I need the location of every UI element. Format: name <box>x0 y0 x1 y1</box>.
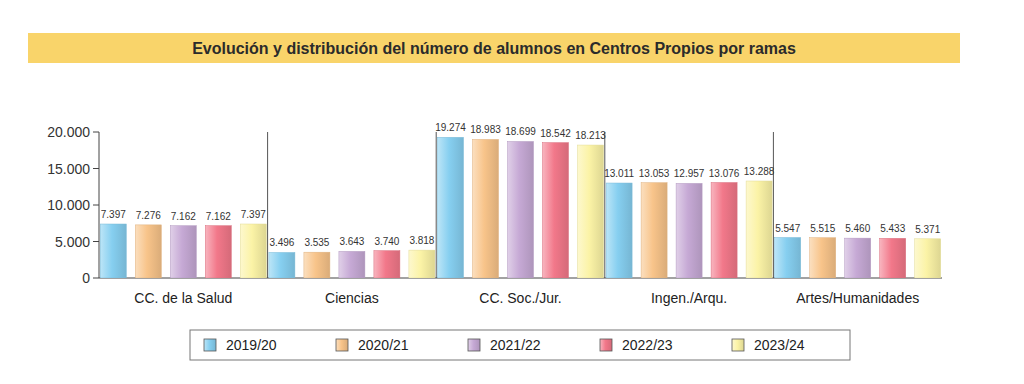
legend-label: 2019/20 <box>226 337 277 353</box>
bar <box>438 137 464 278</box>
legend-swatch <box>600 339 612 351</box>
data-label: 7.162 <box>171 211 196 222</box>
y-tick-label: 10.000 <box>47 197 90 213</box>
data-label: 7.162 <box>206 211 231 222</box>
legend-label: 2020/21 <box>358 337 409 353</box>
bar <box>269 252 295 278</box>
data-label: 7.397 <box>241 209 266 220</box>
category-separator <box>267 132 268 278</box>
legend-box <box>190 330 850 360</box>
y-tick <box>93 278 99 279</box>
bar <box>409 250 435 278</box>
y-tick-label: 15.000 <box>47 161 90 177</box>
bar <box>135 225 161 278</box>
category-separator <box>604 132 605 278</box>
category-separator <box>773 132 774 278</box>
bar <box>508 141 534 278</box>
category-separator <box>436 132 437 278</box>
data-label: 19.274 <box>435 122 466 133</box>
data-label: 5.515 <box>810 223 835 234</box>
y-tick <box>93 132 99 133</box>
data-label: 3.740 <box>374 236 399 247</box>
bar <box>205 226 231 278</box>
data-label: 13.011 <box>604 168 634 179</box>
chart-title: Evolución y distribución del número de a… <box>192 40 796 57</box>
category-label: Ciencias <box>325 290 379 306</box>
y-tick-label: 0 <box>82 270 90 286</box>
legend-swatch <box>204 339 216 351</box>
legend-swatch <box>468 339 480 351</box>
data-labels: 7.397 7.276 7.162 7.162 7.397 3.496 3.535 3.643… <box>101 122 941 248</box>
data-label: 13.076 <box>709 168 740 179</box>
data-label: 13.288 <box>744 166 775 177</box>
data-label: 13.053 <box>639 168 670 179</box>
category-label: Ingen./Arqu. <box>651 290 727 306</box>
bar <box>100 224 126 278</box>
y-tick <box>93 205 99 206</box>
legend-swatch <box>732 339 744 351</box>
bar <box>845 238 871 278</box>
bar <box>170 226 196 278</box>
bar <box>543 143 569 278</box>
data-label: 5.547 <box>775 223 800 234</box>
legend-swatch <box>336 339 348 351</box>
bar <box>374 251 400 278</box>
data-label: 5.433 <box>880 223 905 234</box>
data-label: 5.371 <box>915 224 940 235</box>
category-label: Artes/Humanidades <box>796 290 919 306</box>
bar <box>746 181 772 278</box>
bar <box>304 252 330 278</box>
bar <box>578 145 604 278</box>
bar <box>810 238 836 278</box>
y-tick <box>93 168 99 169</box>
data-label: 18.983 <box>470 124 501 135</box>
data-label: 18.699 <box>505 126 536 137</box>
bar <box>339 251 365 278</box>
chart-svg: Evolución y distribución del número de a… <box>0 0 1024 384</box>
title-banner <box>28 33 960 63</box>
data-label: 18.213 <box>575 130 606 141</box>
bar <box>880 238 906 278</box>
data-label: 7.397 <box>101 209 126 220</box>
legend-label: 2023/24 <box>754 337 805 353</box>
data-label: 7.276 <box>136 210 161 221</box>
category-label: CC. de la Salud <box>134 290 232 306</box>
data-label: 12.957 <box>674 168 705 179</box>
bar <box>473 139 499 278</box>
bar <box>240 224 266 278</box>
bar <box>711 183 737 278</box>
data-label: 3.496 <box>269 237 294 248</box>
data-label: 5.460 <box>845 223 870 234</box>
bar <box>915 239 941 278</box>
y-tick-label: 20.000 <box>47 124 90 140</box>
data-label: 3.643 <box>339 236 364 247</box>
y-tick <box>93 241 99 242</box>
bar <box>775 238 801 278</box>
bars <box>100 137 940 278</box>
data-label: 3.818 <box>409 235 434 246</box>
category-label: CC. Soc./Jur. <box>479 290 561 306</box>
legend-label: 2022/23 <box>622 337 673 353</box>
y-tick-label: 5.000 <box>55 234 90 250</box>
bar <box>606 183 632 278</box>
data-label: 3.535 <box>304 237 329 248</box>
bar <box>676 183 702 278</box>
legend-label: 2021/22 <box>490 337 541 353</box>
data-label: 18.542 <box>540 128 571 139</box>
chart-container: Evolución y distribución del número de a… <box>0 0 1024 384</box>
bar <box>641 183 667 278</box>
